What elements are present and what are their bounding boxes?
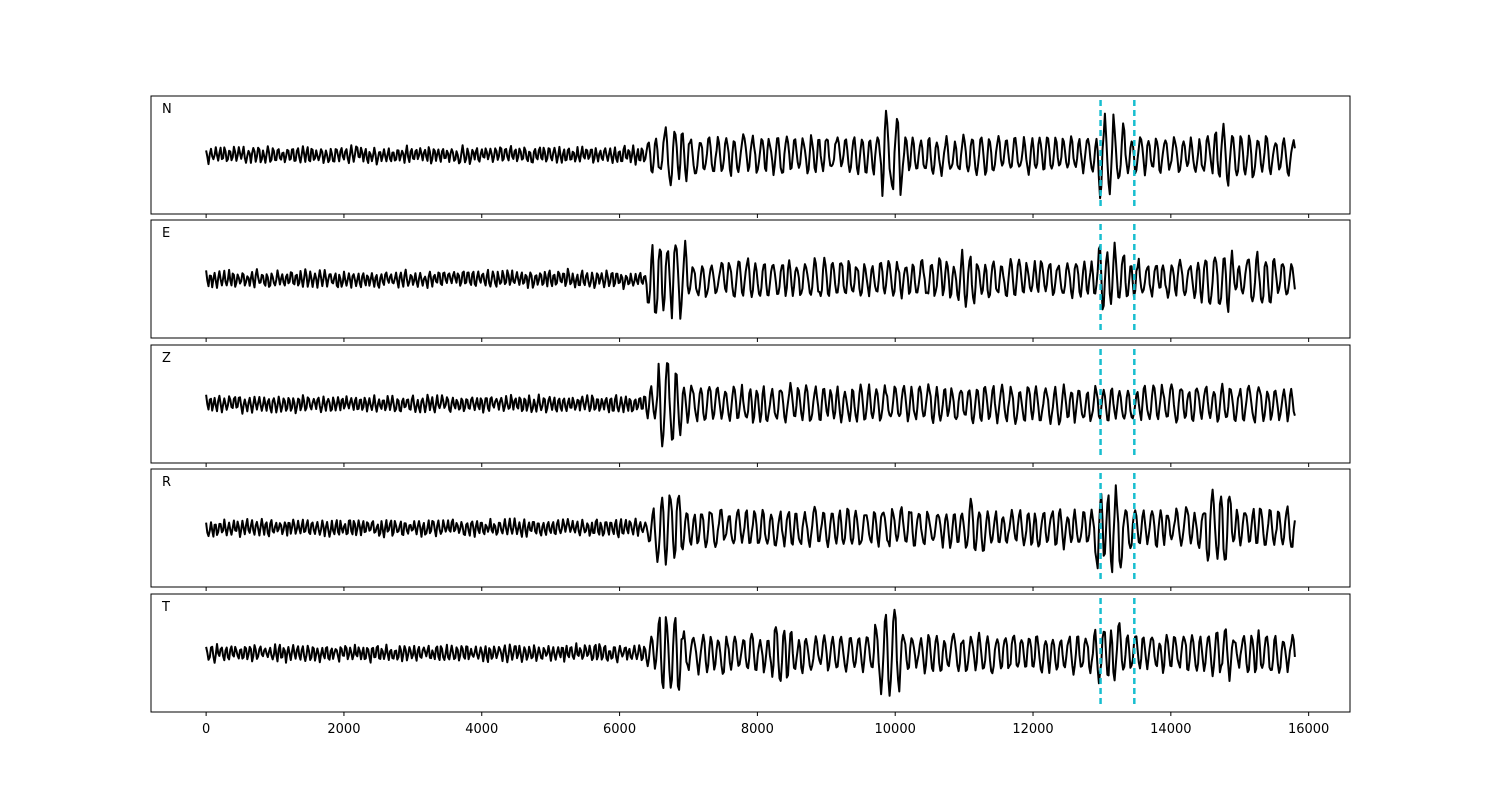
x-tick-label: 10000 xyxy=(875,722,916,737)
x-axis: 0 2000 4000 6000 8000 10000 12000 14000 16000 xyxy=(202,722,1329,737)
panel-e: E xyxy=(150,219,1351,342)
panel-r: R xyxy=(150,468,1351,591)
x-tick-label: 4000 xyxy=(465,722,498,737)
panel-frame xyxy=(150,219,1351,339)
trace-e xyxy=(205,239,1296,320)
panel-label: R xyxy=(162,475,171,490)
panel-label: Z xyxy=(162,351,171,366)
panel-label: N xyxy=(162,102,172,117)
trace-n xyxy=(205,109,1296,200)
panel-frame xyxy=(150,95,1351,215)
panel-z: Z xyxy=(150,344,1351,467)
panel-label: T xyxy=(161,600,170,615)
x-tick-label: 2000 xyxy=(327,722,360,737)
panels-group: N E Z R T xyxy=(150,95,1351,716)
trace-z xyxy=(205,362,1296,448)
panel-label: E xyxy=(162,226,170,241)
trace-r xyxy=(205,484,1296,574)
x-tick-label: 0 xyxy=(202,722,210,737)
x-tick-label: 14000 xyxy=(1150,722,1191,737)
trace-t xyxy=(205,608,1296,697)
x-tick-label: 12000 xyxy=(1012,722,1053,737)
panel-frame xyxy=(150,344,1351,464)
x-tick-label: 6000 xyxy=(603,722,636,737)
panel-frame xyxy=(150,468,1351,588)
panel-frame xyxy=(150,593,1351,713)
x-tick-label: 16000 xyxy=(1288,722,1329,737)
panel-t: T xyxy=(150,593,1351,716)
x-tick-label: 8000 xyxy=(741,722,774,737)
panel-n: N xyxy=(150,95,1351,218)
